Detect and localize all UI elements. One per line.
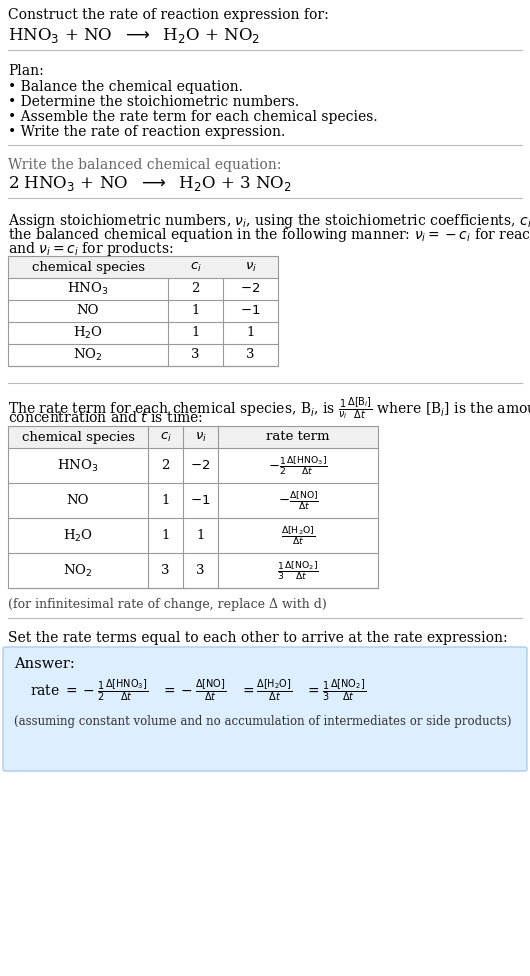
Bar <box>8 256 278 278</box>
Text: 2: 2 <box>161 459 170 472</box>
Text: Construct the rate of reaction expression for:: Construct the rate of reaction expressio… <box>8 8 329 22</box>
Text: 1: 1 <box>191 305 200 317</box>
Text: 3: 3 <box>246 348 255 361</box>
Text: $c_i$: $c_i$ <box>160 430 171 443</box>
Text: $\nu_i$: $\nu_i$ <box>244 261 257 273</box>
Text: NO: NO <box>77 305 99 317</box>
Text: • Determine the stoichiometric numbers.: • Determine the stoichiometric numbers. <box>8 95 299 109</box>
Text: $-1$: $-1$ <box>240 305 261 317</box>
Bar <box>8 448 378 483</box>
Text: 1: 1 <box>196 529 205 542</box>
FancyBboxPatch shape <box>3 647 527 771</box>
Text: Write the balanced chemical equation:: Write the balanced chemical equation: <box>8 158 281 172</box>
Text: H$_2$O: H$_2$O <box>63 527 93 544</box>
Text: NO$_2$: NO$_2$ <box>73 346 103 363</box>
Text: HNO$_3$ + NO  $\longrightarrow$  H$_2$O + NO$_2$: HNO$_3$ + NO $\longrightarrow$ H$_2$O + … <box>8 26 260 45</box>
Text: $-\frac{\Delta[\mathrm{NO}]}{\Delta t}$: $-\frac{\Delta[\mathrm{NO}]}{\Delta t}$ <box>278 489 319 511</box>
Text: rate term: rate term <box>266 430 330 443</box>
Text: 1: 1 <box>191 327 200 340</box>
Bar <box>8 278 278 300</box>
Text: The rate term for each chemical species, B$_i$, is $\frac{1}{\nu_i}\frac{\Delta[: The rate term for each chemical species,… <box>8 396 530 422</box>
Text: 1: 1 <box>161 494 170 507</box>
Text: Assign stoichiometric numbers, $\nu_i$, using the stoichiometric coefficients, $: Assign stoichiometric numbers, $\nu_i$, … <box>8 212 530 230</box>
Bar <box>8 483 378 518</box>
Bar <box>8 300 278 322</box>
Text: and $\nu_i = c_i$ for products:: and $\nu_i = c_i$ for products: <box>8 240 173 258</box>
Text: (assuming constant volume and no accumulation of intermediates or side products): (assuming constant volume and no accumul… <box>14 715 511 728</box>
Text: Set the rate terms equal to each other to arrive at the rate expression:: Set the rate terms equal to each other t… <box>8 631 508 645</box>
Text: $\frac{\Delta[\mathrm{H_2O}]}{\Delta t}$: $\frac{\Delta[\mathrm{H_2O}]}{\Delta t}$ <box>281 524 315 547</box>
Text: • Write the rate of reaction expression.: • Write the rate of reaction expression. <box>8 125 285 139</box>
Text: rate $= -\frac{1}{2}\frac{\Delta[\mathrm{HNO_3}]}{\Delta t}$   $= -\frac{\Delta[: rate $= -\frac{1}{2}\frac{\Delta[\mathrm… <box>30 677 366 703</box>
Text: chemical species: chemical species <box>22 430 135 443</box>
Text: HNO$_3$: HNO$_3$ <box>67 281 109 297</box>
Text: • Balance the chemical equation.: • Balance the chemical equation. <box>8 80 243 94</box>
Bar <box>8 322 278 344</box>
Text: • Assemble the rate term for each chemical species.: • Assemble the rate term for each chemic… <box>8 110 377 124</box>
Text: NO$_2$: NO$_2$ <box>63 562 93 579</box>
Bar <box>8 518 378 553</box>
Bar <box>8 553 378 588</box>
Text: 3: 3 <box>161 564 170 577</box>
Text: chemical species: chemical species <box>31 261 145 273</box>
Text: $\nu_i$: $\nu_i$ <box>195 430 207 443</box>
Text: concentration and $t$ is time:: concentration and $t$ is time: <box>8 410 203 425</box>
Text: $-\frac{1}{2}\frac{\Delta[\mathrm{HNO_3}]}{\Delta t}$: $-\frac{1}{2}\frac{\Delta[\mathrm{HNO_3}… <box>268 454 328 477</box>
Text: (for infinitesimal rate of change, replace Δ with d): (for infinitesimal rate of change, repla… <box>8 598 327 611</box>
Text: 1: 1 <box>161 529 170 542</box>
Text: $c_i$: $c_i$ <box>190 261 201 273</box>
Text: Answer:: Answer: <box>14 657 75 671</box>
Text: 2: 2 <box>191 282 200 296</box>
Text: $\frac{1}{3}\frac{\Delta[\mathrm{NO_2}]}{\Delta t}$: $\frac{1}{3}\frac{\Delta[\mathrm{NO_2}]}… <box>277 559 319 582</box>
Text: HNO$_3$: HNO$_3$ <box>57 458 99 473</box>
Bar <box>8 426 378 448</box>
Bar <box>8 256 278 366</box>
Text: 3: 3 <box>191 348 200 361</box>
Text: $-2$: $-2$ <box>190 459 210 472</box>
Bar <box>8 426 378 588</box>
Text: $-2$: $-2$ <box>241 282 261 296</box>
Text: the balanced chemical equation in the following manner: $\nu_i = -c_i$ for react: the balanced chemical equation in the fo… <box>8 226 530 244</box>
Text: 1: 1 <box>246 327 255 340</box>
Text: Plan:: Plan: <box>8 64 44 78</box>
Text: NO: NO <box>67 494 89 507</box>
Bar <box>8 344 278 366</box>
Text: $-1$: $-1$ <box>190 494 211 507</box>
Text: 2 HNO$_3$ + NO  $\longrightarrow$  H$_2$O + 3 NO$_2$: 2 HNO$_3$ + NO $\longrightarrow$ H$_2$O … <box>8 174 292 193</box>
Text: H$_2$O: H$_2$O <box>73 325 103 341</box>
Text: 3: 3 <box>196 564 205 577</box>
